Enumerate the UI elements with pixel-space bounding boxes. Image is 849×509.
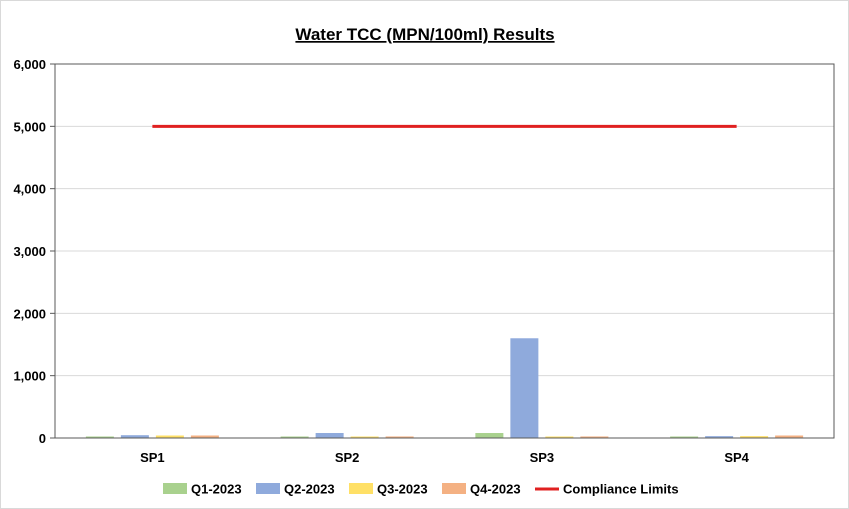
chart-title: Water TCC (MPN/100ml) Results — [295, 25, 554, 44]
x-tick-label: SP2 — [335, 450, 360, 465]
bar-q1-2023-sp4 — [670, 436, 699, 438]
legend-label: Q2-2023 — [284, 482, 335, 497]
legend-swatch — [256, 483, 280, 494]
bar-q3-2023-sp4 — [740, 436, 769, 438]
bar-q1-2023-sp1 — [85, 436, 114, 438]
bar-q1-2023-sp2 — [280, 436, 309, 438]
bar-q3-2023-sp1 — [155, 435, 184, 438]
bar-q3-2023-sp3 — [545, 436, 574, 438]
y-tick-label: 5,000 — [13, 119, 46, 134]
bar-q4-2023-sp2 — [385, 436, 414, 438]
legend-swatch — [163, 483, 187, 494]
bar-q2-2023-sp3 — [510, 338, 539, 438]
y-tick-label: 0 — [39, 431, 46, 446]
legend-label: Q4-2023 — [470, 482, 521, 497]
y-tick-label: 2,000 — [13, 306, 46, 321]
legend-label: Q1-2023 — [191, 482, 242, 497]
legend-label: Compliance Limits — [563, 482, 679, 497]
x-tick-label: SP3 — [530, 450, 555, 465]
legend-swatch — [442, 483, 466, 494]
bar-q2-2023-sp1 — [120, 435, 149, 438]
bar-q2-2023-sp2 — [315, 433, 344, 438]
bar-q4-2023-sp1 — [190, 435, 219, 438]
y-tick-label: 4,000 — [13, 182, 46, 197]
gridlines — [55, 63, 834, 377]
bar-q4-2023-sp3 — [580, 436, 609, 438]
bar-q1-2023-sp3 — [475, 433, 504, 438]
legend-label: Q3-2023 — [377, 482, 428, 497]
bar-q2-2023-sp4 — [705, 436, 734, 438]
legend: Q1-2023 Q2-2023 Q3-2023 Q4-2023 Compliance L… — [163, 482, 679, 497]
y-tick-label: 6,000 — [13, 57, 46, 72]
x-tick-label: SP1 — [140, 450, 165, 465]
y-axis: 0 1,000 2,000 3,000 4,000 5,000 6,000 — [13, 57, 55, 446]
y-tick-label: 1,000 — [13, 369, 46, 384]
y-tick-label: 3,000 — [13, 244, 46, 259]
legend-swatch — [349, 483, 373, 494]
bar-q4-2023-sp4 — [775, 435, 804, 438]
x-tick-label: SP4 — [724, 450, 749, 465]
bar-q3-2023-sp2 — [350, 436, 379, 438]
bars-layer — [85, 338, 804, 438]
x-axis: SP1 SP2 SP3 SP4 — [140, 450, 750, 465]
